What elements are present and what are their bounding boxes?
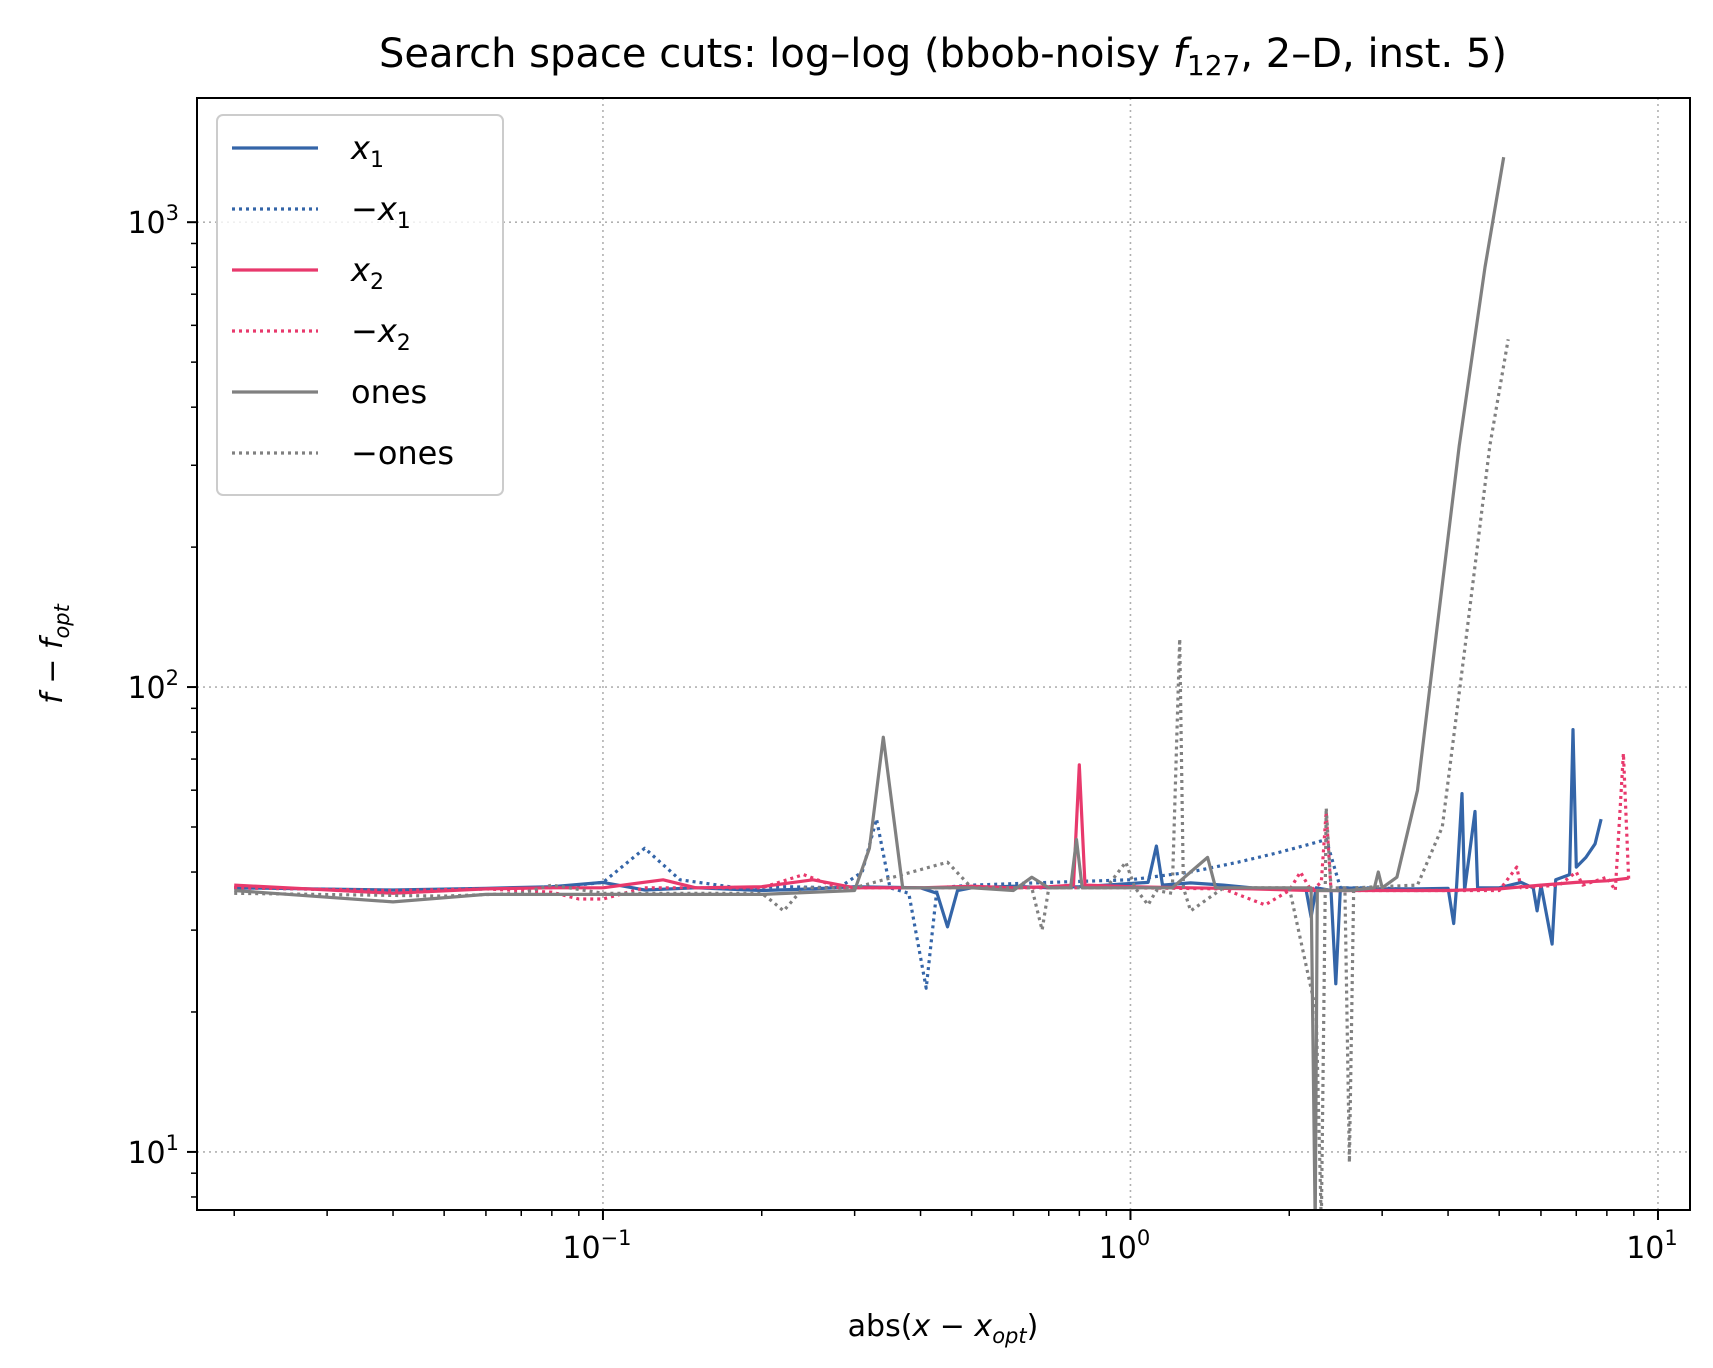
- x-tick-label-base: 10: [562, 1231, 600, 1266]
- plot-frame: [196, 97, 1691, 1211]
- chart-title-prefix: Search space cuts: log–log (bbob-noisy: [379, 31, 1173, 77]
- x-tick-label: 100: [1099, 1226, 1151, 1266]
- legend-label: −ones: [351, 434, 454, 472]
- y-tick-label-exponent: 3: [166, 201, 179, 225]
- y-tick-label-base: 10: [127, 206, 165, 241]
- legend-label-name: ones: [378, 434, 454, 472]
- y-tick-label-exponent: 2: [166, 666, 179, 690]
- legend-label: −x2: [351, 312, 411, 356]
- legend-label-name: x: [350, 129, 371, 167]
- series-line-5: [234, 339, 1510, 1210]
- legend-label: x2: [350, 251, 384, 295]
- legend-label: −x1: [351, 190, 411, 234]
- x-axis-label-op: −: [930, 1309, 974, 1344]
- legend-label-subscript: 2: [397, 331, 411, 356]
- x-tick-label: 101: [1626, 1226, 1678, 1266]
- x-tick-label-base: 10: [1099, 1231, 1137, 1266]
- x-axis-label-prefix: abs(: [848, 1309, 913, 1344]
- legend-label-name: x: [377, 190, 398, 228]
- x-tick-label-base: 10: [1626, 1231, 1664, 1266]
- y-tick-label: 102: [127, 666, 179, 706]
- legend-label-name: x: [377, 312, 398, 350]
- y-axis-label-op: −: [35, 649, 70, 693]
- x-tick-label-exponent: −1: [601, 1226, 632, 1250]
- y-axis-label: f − fopt: [35, 603, 74, 704]
- legend-label-subscript: 2: [370, 270, 384, 295]
- series-line-4: [234, 156, 1506, 1210]
- legend-label-name: x: [350, 251, 371, 289]
- legend-label-subscript: 1: [370, 148, 384, 173]
- x-axis-label-suffix: ): [1027, 1309, 1039, 1344]
- x-tick-label-exponent: 0: [1137, 1226, 1150, 1250]
- legend-label: ones: [351, 373, 427, 411]
- y-tick-label: 103: [127, 201, 179, 241]
- chart-title-function-subscript: 127: [1187, 49, 1240, 82]
- y-tick-label: 101: [127, 1131, 179, 1171]
- legend-label-prefix: −: [351, 312, 378, 350]
- y-tick-label-base: 10: [127, 671, 165, 706]
- chart-title-suffix: , 2–D, inst. 5): [1240, 31, 1507, 77]
- x-tick-label-exponent: 1: [1664, 1226, 1677, 1250]
- y-tick-label-base: 10: [127, 1136, 165, 1171]
- series-line-3: [234, 751, 1631, 907]
- y-tick-label-exponent: 1: [166, 1131, 179, 1155]
- legend-label-prefix: −: [351, 434, 378, 472]
- legend-label: x1: [350, 129, 384, 173]
- y-axis-label-subscript: opt: [50, 603, 74, 638]
- series-line-2: [234, 763, 1629, 895]
- chart-title: Search space cuts: log–log (bbob-noisy f…: [379, 31, 1507, 82]
- legend-label-name: ones: [351, 373, 427, 411]
- x-axis: 10−1 100 101: [233, 1210, 1678, 1266]
- x-axis-label-subscript: opt: [992, 1324, 1027, 1348]
- x-axis-label: abs(x − xopt): [848, 1309, 1039, 1348]
- x-tick-label: 10−1: [562, 1226, 631, 1266]
- legend-label-prefix: −: [351, 190, 378, 228]
- x-axis-label-var: x: [911, 1309, 930, 1344]
- series-layer: [234, 156, 1631, 1210]
- legend-label-subscript: 1: [397, 209, 411, 234]
- x-axis-label-var2: x: [973, 1309, 992, 1344]
